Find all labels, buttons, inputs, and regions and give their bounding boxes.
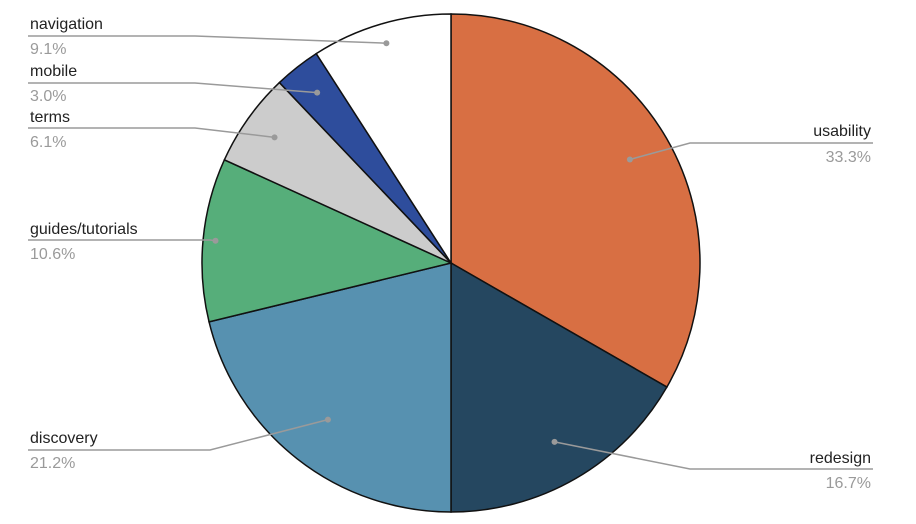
leader-line bbox=[28, 82, 318, 94]
leader-dot bbox=[271, 134, 278, 141]
slice-label-name: guides/tutorials bbox=[30, 221, 138, 238]
slice-label-percent: 16.7% bbox=[826, 475, 871, 492]
pie-slice-usability bbox=[450, 13, 701, 389]
slice-label-group: guides/tutorials 10.6% bbox=[28, 221, 219, 263]
slice-labels: usability 33.3% redesign 16.7% discovery 21.2… bbox=[28, 16, 873, 492]
slice-label-group: navigation 9.1% bbox=[28, 16, 390, 58]
slice-label-name: terms bbox=[30, 109, 70, 126]
slice-label-percent: 9.1% bbox=[30, 41, 66, 58]
slice-label-name: usability bbox=[813, 123, 871, 140]
slice-label-name: navigation bbox=[30, 16, 103, 33]
pie-slice-redesign bbox=[450, 261, 668, 513]
slice-label-group: redesign 16.7% bbox=[551, 438, 873, 492]
slice-label-name: discovery bbox=[30, 430, 98, 447]
leader-dot bbox=[212, 237, 219, 244]
leader-line bbox=[28, 418, 329, 451]
pie-slice-navigation bbox=[315, 13, 452, 266]
slice-label-percent: 6.1% bbox=[30, 134, 66, 151]
leader-dot bbox=[626, 156, 633, 163]
leader-dot bbox=[383, 40, 390, 47]
slice-label-group: discovery 21.2% bbox=[28, 416, 331, 472]
leader-line bbox=[28, 127, 275, 139]
slice-label-percent: 3.0% bbox=[30, 88, 66, 105]
leader-line bbox=[28, 239, 216, 242]
slice-label-group: mobile 3.0% bbox=[28, 63, 321, 105]
slice-label-percent: 33.3% bbox=[826, 149, 871, 166]
slice-label-group: terms 6.1% bbox=[28, 109, 278, 151]
slice-label-name: mobile bbox=[30, 63, 77, 80]
slice-label-group: usability 33.3% bbox=[626, 123, 873, 166]
pie-slices bbox=[201, 13, 701, 513]
leader-dot bbox=[324, 416, 331, 423]
leader-line bbox=[554, 441, 873, 470]
pie-slice-discovery bbox=[208, 262, 452, 513]
leader-line bbox=[629, 142, 873, 161]
leader-dot bbox=[314, 89, 321, 96]
leader-dot bbox=[551, 438, 558, 445]
slice-label-percent: 21.2% bbox=[30, 455, 75, 472]
leader-line bbox=[28, 35, 387, 44]
slice-label-percent: 10.6% bbox=[30, 246, 75, 263]
slice-label-name: redesign bbox=[810, 450, 871, 467]
